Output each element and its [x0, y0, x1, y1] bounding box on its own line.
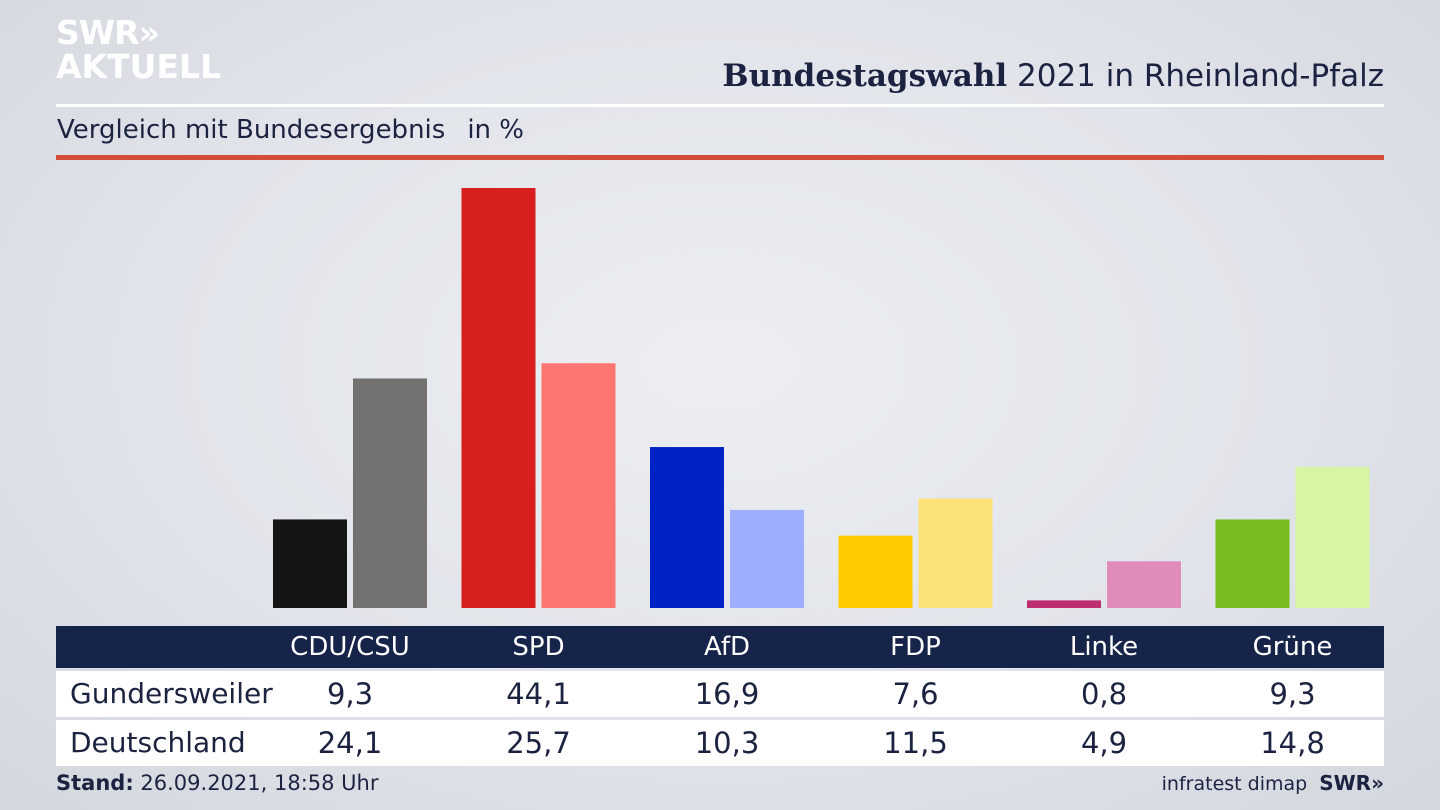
- column-header-gr-ne: Grüne: [1252, 632, 1333, 662]
- table-row-gundersweiler: Gundersweiler 9,3 44,1 16,9 7,6 0,8 9,3: [56, 671, 1384, 717]
- stand-value: 26.09.2021, 18:58 Uhr: [133, 771, 379, 795]
- chart-title-bold: Bundestagswahl: [722, 58, 1008, 94]
- source-credit: infratest dimap SWR»: [1162, 771, 1384, 795]
- table-cell-linke: 4,9: [1080, 726, 1128, 760]
- bar-linke-deutschland: [1107, 561, 1181, 608]
- table-cell-afd: 10,3: [694, 726, 760, 760]
- table-cell-fdp: 7,6: [892, 677, 939, 711]
- chart-title-rest: 2021 in Rheinland-Pfalz: [1007, 58, 1384, 94]
- bar-gr-ne-deutschland: [1295, 467, 1370, 608]
- stand-label: Stand:: [56, 771, 134, 795]
- bar-spd-gundersweiler: [461, 188, 536, 608]
- subtitle-divider: [56, 155, 1384, 160]
- table-cell-linke: 0,8: [1080, 677, 1128, 711]
- row-label: Deutschland: [70, 726, 246, 759]
- table-cell-gr-ne: 9,3: [1269, 677, 1316, 711]
- timestamp: Stand: 26.09.2021, 18:58 Uhr: [56, 771, 379, 795]
- table-row-deutschland: Deutschland 24,1 25,7 10,3 11,5 4,9 14,8: [56, 720, 1384, 766]
- column-header-afd: AfD: [703, 632, 751, 662]
- bar-fdp-deutschland: [918, 498, 993, 608]
- table-cell-gr-ne: 14,8: [1260, 726, 1325, 760]
- row-label: Gundersweiler: [70, 677, 273, 710]
- bar-chart: [273, 188, 1370, 608]
- table-cell-cdu-csu: 9,3: [326, 677, 374, 711]
- column-header-cdu-csu: CDU/CSU: [290, 632, 410, 662]
- table-cell-spd: 25,7: [506, 726, 571, 760]
- chart-subtitle: Vergleich mit Bundesergebnis in %: [57, 115, 524, 145]
- bar-afd-gundersweiler: [650, 447, 724, 608]
- column-header-fdp: FDP: [890, 632, 941, 662]
- swr-aktuell-logo: SWR» AKTUELL: [56, 16, 221, 84]
- source-text: infratest dimap: [1161, 773, 1308, 795]
- bar-gr-ne-gundersweiler: [1215, 519, 1290, 608]
- column-header-linke: Linke: [1069, 632, 1139, 662]
- bar-spd-deutschland: [541, 363, 616, 608]
- swr-brand-logo: SWR»: [1319, 771, 1384, 795]
- bar-cdu-csu-gundersweiler: [273, 519, 347, 608]
- bar-linke-gundersweiler: [1027, 600, 1101, 608]
- table-cell-fdp: 11,5: [883, 726, 948, 760]
- table-cell-spd: 44,1: [506, 677, 571, 711]
- bar-afd-deutschland: [730, 509, 804, 608]
- subtitle-unit: in %: [467, 115, 524, 145]
- bar-fdp-gundersweiler: [838, 535, 913, 608]
- subtitle-text: Vergleich mit Bundesergebnis: [57, 115, 446, 145]
- bar-cdu-csu-deutschland: [353, 378, 427, 608]
- results-table: CDU/CSU SPD AfD FDP Linke Grüne Gundersweiler…: [56, 626, 1384, 766]
- table-cell-afd: 16,9: [694, 677, 760, 711]
- table-header-row: CDU/CSU SPD AfD FDP Linke Grüne: [56, 626, 1384, 668]
- chart-title: Bundestagswahl 2021 in Rheinland-Pfalz: [722, 58, 1384, 94]
- title-divider: [56, 104, 1384, 107]
- table-cell-cdu-csu: 24,1: [317, 726, 383, 760]
- column-header-spd: SPD: [512, 632, 565, 662]
- logo-line-aktuell: AKTUELL: [56, 47, 222, 86]
- logo-line-swr: SWR»: [56, 13, 160, 52]
